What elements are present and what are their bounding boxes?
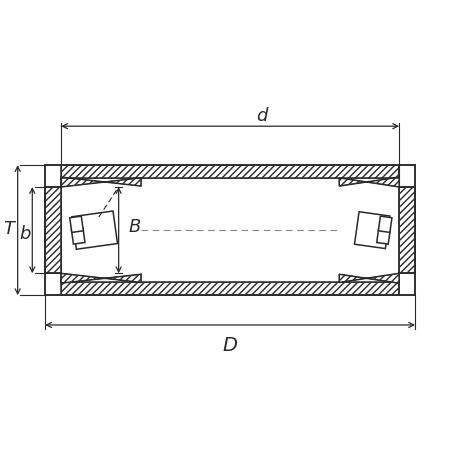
Polygon shape <box>398 188 414 274</box>
Polygon shape <box>354 212 389 249</box>
Text: T: T <box>3 219 14 237</box>
Polygon shape <box>61 283 398 296</box>
Polygon shape <box>378 217 391 233</box>
Text: d: d <box>256 107 267 125</box>
Polygon shape <box>398 166 414 296</box>
Polygon shape <box>71 229 85 245</box>
Polygon shape <box>45 188 61 274</box>
Text: B: B <box>129 218 141 236</box>
Polygon shape <box>61 166 398 179</box>
Polygon shape <box>70 217 83 233</box>
Polygon shape <box>61 178 141 188</box>
Polygon shape <box>45 166 61 296</box>
Polygon shape <box>376 229 389 245</box>
Text: b: b <box>19 224 30 242</box>
Polygon shape <box>72 212 118 250</box>
Polygon shape <box>338 274 398 284</box>
Text: D: D <box>222 335 237 354</box>
Polygon shape <box>338 178 398 188</box>
Polygon shape <box>61 274 141 284</box>
